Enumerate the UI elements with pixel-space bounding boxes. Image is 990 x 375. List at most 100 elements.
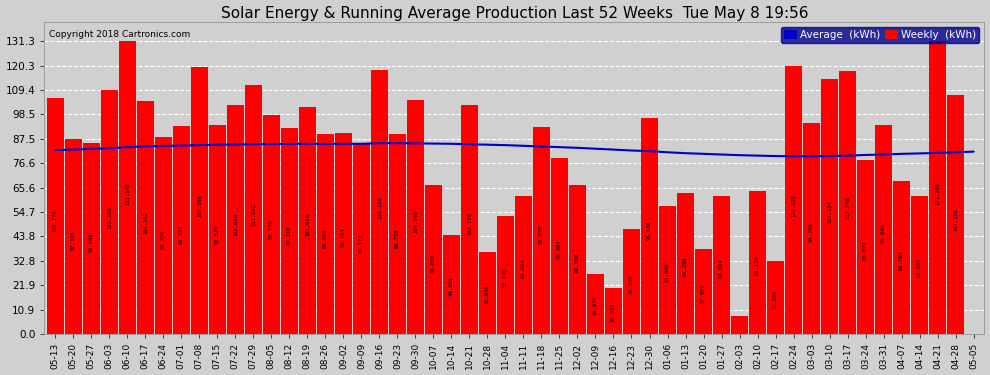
- Bar: [461, 105, 478, 334]
- Text: 61.694: 61.694: [719, 258, 724, 278]
- Text: 46.930: 46.930: [629, 274, 634, 294]
- Bar: [389, 134, 406, 334]
- Text: 57.640: 57.640: [665, 262, 670, 282]
- Bar: [281, 128, 298, 334]
- Text: 93.840: 93.840: [881, 224, 886, 243]
- Text: 66.856: 66.856: [575, 253, 580, 272]
- Text: 44.308: 44.308: [448, 277, 454, 297]
- Text: 89.750: 89.750: [395, 228, 400, 248]
- Text: 94.780: 94.780: [809, 223, 814, 242]
- Text: 78.072: 78.072: [863, 241, 868, 260]
- Bar: [893, 181, 910, 334]
- Bar: [101, 90, 118, 334]
- Text: 62.080: 62.080: [917, 258, 922, 278]
- Text: 131.280: 131.280: [936, 182, 940, 205]
- Text: 109.196: 109.196: [107, 206, 112, 229]
- Text: 64.120: 64.120: [755, 256, 760, 275]
- Bar: [534, 126, 549, 334]
- Bar: [713, 196, 730, 334]
- Text: 32.856: 32.856: [773, 289, 778, 309]
- Bar: [83, 143, 100, 334]
- Text: 85.172: 85.172: [359, 233, 364, 253]
- Bar: [65, 139, 81, 334]
- Bar: [947, 95, 964, 334]
- Bar: [173, 126, 190, 334]
- Text: 104.740: 104.740: [413, 211, 418, 233]
- Text: 98.130: 98.130: [269, 219, 274, 239]
- Text: 88.256: 88.256: [160, 230, 165, 249]
- Bar: [930, 41, 945, 334]
- Text: 101.916: 101.916: [305, 214, 310, 236]
- Text: 96.638: 96.638: [647, 221, 652, 240]
- Text: 89.508: 89.508: [323, 228, 328, 248]
- Text: 93.036: 93.036: [539, 225, 544, 244]
- Text: 53.140: 53.140: [503, 267, 508, 287]
- Text: 26.936: 26.936: [593, 296, 598, 315]
- Text: 66.658: 66.658: [431, 253, 436, 273]
- Text: 61.864: 61.864: [521, 258, 526, 278]
- Text: 104.392: 104.392: [143, 211, 148, 234]
- Text: Copyright 2018 Cartronics.com: Copyright 2018 Cartronics.com: [50, 30, 190, 39]
- Bar: [497, 216, 514, 334]
- Bar: [875, 125, 892, 334]
- Title: Solar Energy & Running Average Production Last 52 Weeks  Tue May 8 19:56: Solar Energy & Running Average Productio…: [221, 6, 808, 21]
- Text: 87.348: 87.348: [70, 231, 76, 251]
- Bar: [137, 101, 153, 334]
- Bar: [749, 191, 766, 334]
- Bar: [371, 70, 388, 334]
- Bar: [569, 185, 586, 334]
- Bar: [785, 66, 802, 334]
- Bar: [624, 230, 640, 334]
- Bar: [912, 196, 928, 334]
- Text: 131.148: 131.148: [125, 182, 130, 205]
- Bar: [732, 316, 747, 334]
- Bar: [605, 288, 622, 334]
- Bar: [857, 160, 874, 334]
- Text: 93.520: 93.520: [215, 224, 220, 244]
- Bar: [695, 249, 712, 334]
- Bar: [407, 100, 424, 334]
- Bar: [822, 80, 838, 334]
- Bar: [353, 144, 369, 334]
- Bar: [299, 107, 316, 334]
- Bar: [444, 235, 459, 334]
- Bar: [246, 85, 261, 334]
- Legend: Average  (kWh), Weekly  (kWh): Average (kWh), Weekly (kWh): [781, 27, 979, 43]
- Text: 102.738: 102.738: [467, 213, 472, 236]
- Text: 36.946: 36.946: [485, 285, 490, 304]
- Bar: [335, 133, 351, 334]
- Text: 68.768: 68.768: [899, 251, 904, 270]
- Bar: [677, 193, 694, 334]
- Text: 20.838: 20.838: [611, 302, 616, 322]
- Bar: [119, 42, 136, 334]
- Text: 90.164: 90.164: [341, 228, 346, 248]
- Text: 37.972: 37.972: [701, 284, 706, 303]
- Text: 120.020: 120.020: [791, 194, 796, 217]
- Text: 107.136: 107.136: [953, 208, 958, 231]
- Text: 119.896: 119.896: [197, 194, 202, 217]
- Text: 93.332: 93.332: [179, 224, 184, 244]
- Text: 78.994: 78.994: [557, 240, 562, 259]
- Text: 105.776: 105.776: [52, 210, 57, 232]
- Bar: [551, 158, 567, 334]
- Bar: [155, 137, 171, 334]
- Bar: [803, 123, 820, 334]
- Bar: [317, 134, 334, 334]
- Bar: [191, 67, 208, 334]
- Bar: [840, 71, 856, 334]
- Bar: [642, 118, 657, 334]
- Text: 118.156: 118.156: [377, 196, 382, 219]
- Bar: [263, 115, 279, 334]
- Text: 111.592: 111.592: [250, 203, 255, 226]
- Text: 102.680: 102.680: [233, 213, 238, 236]
- Bar: [209, 126, 226, 334]
- Text: 117.748: 117.748: [845, 196, 850, 219]
- Text: 63.296: 63.296: [683, 256, 688, 276]
- Bar: [479, 252, 496, 334]
- Text: 85.548: 85.548: [89, 233, 94, 252]
- Bar: [47, 98, 63, 334]
- Bar: [425, 185, 442, 334]
- Text: 92.210: 92.210: [287, 226, 292, 245]
- Bar: [659, 206, 676, 334]
- Bar: [515, 196, 532, 334]
